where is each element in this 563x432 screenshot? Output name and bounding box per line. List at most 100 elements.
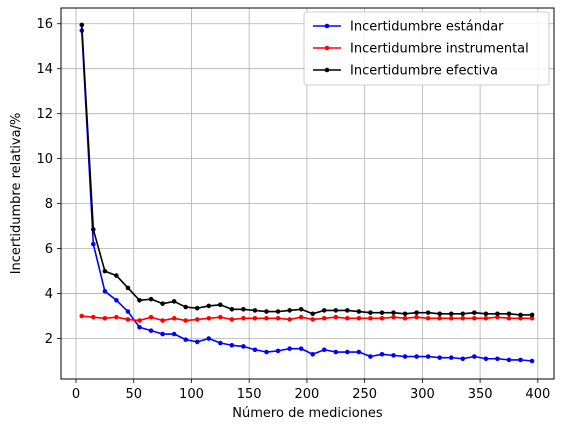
data-point [425,315,431,321]
legend-label: Incertidumbre instrumental [350,42,529,57]
data-point [229,306,235,312]
data-point [298,346,304,351]
data-point [460,311,466,317]
plot-frame [60,7,555,380]
data-point [148,328,154,333]
data-point [183,318,188,323]
legend-marker [324,67,330,73]
x-axis: 0 50 100 150 200 250 300 350 400 [72,379,550,402]
data-point [356,309,362,314]
data-point [102,289,108,294]
data-point [333,308,339,313]
y-axis-label: Incertidumbre relativa/% [9,113,24,275]
data-point [495,356,500,362]
data-point [287,317,292,322]
data-point [368,354,373,359]
data-point [379,315,385,321]
data-point [241,344,246,349]
x-tick-label: 100 [179,387,204,402]
data-point [79,22,85,28]
data-point [437,315,442,321]
data-point [287,308,292,313]
data-point [137,318,142,323]
data-point [506,311,512,317]
data-point [241,315,246,321]
data-point [252,315,258,321]
data-point [368,310,373,315]
data-point [298,306,304,312]
data-point [506,315,512,321]
x-tick-label: 0 [72,387,80,402]
data-point [206,336,212,341]
data-point [275,315,281,321]
data-point [402,315,408,321]
y-tick-label: 8 [45,197,53,212]
data-point [425,310,431,315]
legend-label: Incertidumbre efectiva [350,64,498,79]
data-point [379,351,385,357]
y-tick-label: 10 [36,152,53,167]
data-point [495,314,500,320]
x-tick-label: 300 [410,387,435,402]
legend-box [303,11,550,86]
data-point [125,285,131,291]
data-point [414,310,419,315]
data-point [114,273,119,278]
data-point [160,301,165,306]
data-point [148,296,154,302]
data-point [391,310,396,315]
data-point [518,312,523,318]
y-tick-label: 2 [45,332,53,347]
x-tick-label: 200 [295,387,320,402]
series [79,22,535,318]
data-point [529,358,535,364]
data-point [529,312,535,318]
data-point [333,314,339,320]
data-point [391,353,396,358]
data-point [425,354,431,359]
x-tick-label: 400 [525,387,550,402]
data-point [310,317,315,322]
data-point [345,308,350,313]
legend-label: Incertidumbre estándar [350,20,504,35]
data-point [391,314,396,320]
x-tick-label: 150 [237,387,262,402]
data-point [102,268,108,274]
data-point [137,324,142,330]
data-point [437,311,442,317]
data-point [194,339,200,345]
data-point [206,315,212,321]
data-point [321,347,327,353]
data-point [229,317,235,322]
data-point [310,351,315,357]
data-point [264,349,269,355]
data-point [345,315,350,321]
data-point [472,310,477,315]
x-tick-label: 350 [468,387,493,402]
data-point [460,356,466,362]
series-line [80,30,533,362]
data-point [310,311,315,317]
data-point [437,355,442,360]
data-point [472,354,477,359]
data-point [414,354,419,359]
series [79,313,535,323]
data-point [368,315,373,321]
data-point [218,340,223,346]
data-point [194,305,200,311]
series-layer [79,22,535,364]
data-point [483,315,489,321]
data-point [241,306,246,312]
data-point [506,357,512,363]
data-point [102,315,108,321]
data-point [518,357,523,363]
legend-marker [324,23,330,29]
data-point [402,311,408,317]
data-point [183,337,188,342]
data-point [264,315,269,321]
y-tick-label: 12 [36,107,53,122]
data-point [518,315,523,321]
x-axis-label: Número de mediciones [232,406,383,421]
data-point [91,314,96,320]
